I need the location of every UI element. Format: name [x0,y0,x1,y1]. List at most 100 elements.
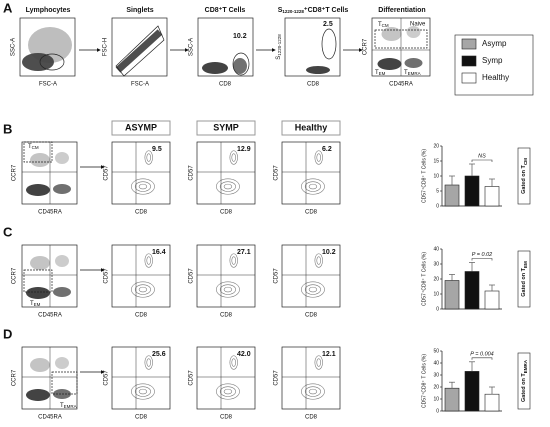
cloud [28,27,72,63]
title-part: S [278,7,283,14]
x-label: CD8 [135,210,148,216]
label-part: T [378,22,382,28]
label-part: T [375,70,379,76]
y-tick-label: 30 [433,261,439,267]
y-label: CD57 [274,165,280,181]
bracket [471,357,493,360]
cloud [233,58,247,74]
y-label: CD57 [189,165,195,181]
y-tick-label: 20 [433,143,439,149]
plot-frame [111,346,171,410]
y-label: CD57 [104,268,110,284]
gate-value: 6.2 [322,146,332,153]
y-label: CCR7 [12,369,18,386]
y-label: SSC-A [11,38,17,56]
annotation: P = 0.02 [472,252,492,258]
bar [484,393,500,412]
gate [39,53,65,71]
gate [115,25,165,77]
legend-label: Healthy [482,73,509,82]
x-label: FSC-A [39,82,57,88]
plot-frame [21,244,78,308]
y-label: CCR7 [12,267,18,284]
legend-label: Asymp [482,39,507,48]
gate-label: TCM [28,144,39,151]
label-sub: CM [523,158,528,165]
y-label: CD57⁺CD8⁺ T Cells (%) [421,149,427,203]
side-box [517,352,531,410]
rows: BTCMCD45RACCR79.5CD8CD5712.9CD8CD576.2CD… [3,121,531,421]
panel-label: B [3,121,12,136]
label-part: Gated on T [521,165,527,194]
y-tick-label: 30 [433,372,439,378]
label-sub: EMRA [523,359,528,373]
label-part: T [60,403,64,409]
y-label: CD57 [274,370,280,386]
x-label: CD8 [307,82,320,88]
annotation: NS [478,153,486,159]
annotation: P = 0.004 [470,351,494,357]
label-sub: CM [32,145,39,150]
side-box [517,147,531,205]
plot-frame [281,244,341,308]
y-tick-label: 0 [436,306,439,312]
plot-title: S1220-1228⁺CD8⁺T Cells [278,7,349,14]
gate-value: 16.4 [152,249,166,256]
y-tick-label: 40 [433,360,439,366]
quadrant-label: TEM [375,70,386,77]
plot-frame [111,141,171,205]
side-label: Gated on TEMRA [521,359,528,402]
label-sub: 1220-1228 [277,34,282,56]
bar [484,290,500,310]
y-label: CD57 [104,165,110,181]
gate-value: 10.2 [233,33,247,40]
cloud [306,66,330,74]
plot-frame [111,244,171,308]
plot-title: Lymphocytes [26,7,71,14]
y-label: FSC-H [103,38,109,56]
y-tick-label: 50 [433,348,439,354]
bar [444,387,460,412]
plot-frame [284,17,341,77]
y-label: CD57⁺CD8⁺ T Cells (%) [421,252,427,306]
quadrant-label: Naive [410,22,426,28]
cloud [22,53,54,71]
x-label: CD45RA [38,210,62,216]
label-sub: EM [34,302,41,307]
plot-frame [21,346,78,410]
y-tick-label: 40 [433,246,439,252]
x-label: CD8 [220,313,233,319]
panel-label: D [3,326,12,341]
bracket [471,159,493,162]
cloud [115,29,163,73]
gate-value: 2.5 [323,21,333,28]
label-sub: CM [382,23,389,28]
y-label: SSC-A [189,38,195,56]
gate [23,269,53,293]
gate [374,29,428,49]
bar [464,271,480,310]
y-tick-label: 10 [433,396,439,402]
label-part: T [404,70,408,76]
x-label: CD8 [135,415,148,421]
y-tick-label: 0 [436,408,439,414]
gate-label: TEM [30,301,41,308]
gate-value: 12.9 [237,146,251,153]
plot-frame [196,244,256,308]
y-tick-label: 10 [433,291,439,297]
gate [321,28,337,60]
y-tick-label: 0 [436,203,439,209]
gate-value: 42.0 [237,351,251,358]
bar [444,280,460,310]
gate-value: 25.6 [152,351,166,358]
label-sub: EM [523,261,528,268]
gate-value: 27.1 [237,249,251,256]
label-part: Gated on T [521,267,527,296]
y-label: CD57 [189,268,195,284]
gate [51,371,78,395]
gate [23,141,53,163]
x-label: CD8 [219,82,232,88]
gate-value: 12.1 [322,351,336,358]
quadrant-label: TEMRA [404,70,421,77]
